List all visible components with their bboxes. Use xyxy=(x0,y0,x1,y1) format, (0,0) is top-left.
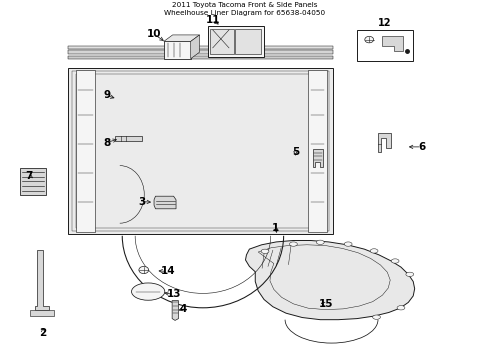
Polygon shape xyxy=(68,50,332,54)
Text: 7: 7 xyxy=(25,171,33,181)
Bar xyxy=(234,29,261,54)
Polygon shape xyxy=(382,36,403,51)
Polygon shape xyxy=(172,301,178,320)
Polygon shape xyxy=(68,46,332,49)
Polygon shape xyxy=(115,136,142,141)
Text: 14: 14 xyxy=(160,266,175,276)
Bar xyxy=(20,168,46,195)
Polygon shape xyxy=(163,35,199,41)
Polygon shape xyxy=(68,68,332,234)
Ellipse shape xyxy=(372,315,380,319)
Text: 4: 4 xyxy=(179,304,187,314)
Text: 2: 2 xyxy=(40,328,46,338)
Text: 6: 6 xyxy=(417,142,424,152)
Polygon shape xyxy=(30,310,54,316)
Ellipse shape xyxy=(139,266,148,274)
Ellipse shape xyxy=(369,249,377,253)
Text: 12: 12 xyxy=(378,18,391,28)
Ellipse shape xyxy=(344,242,351,246)
Bar xyxy=(207,26,264,57)
Polygon shape xyxy=(312,149,322,167)
Polygon shape xyxy=(68,56,332,59)
Text: 9: 9 xyxy=(103,90,110,100)
Text: 11: 11 xyxy=(205,15,220,25)
Text: 8: 8 xyxy=(103,138,110,148)
Bar xyxy=(356,30,412,61)
Text: 10: 10 xyxy=(146,29,161,39)
Text: 3: 3 xyxy=(138,197,145,207)
Bar xyxy=(210,29,233,54)
Polygon shape xyxy=(154,196,176,209)
Ellipse shape xyxy=(405,272,413,276)
Text: 1: 1 xyxy=(272,223,279,233)
Polygon shape xyxy=(377,133,390,152)
Ellipse shape xyxy=(364,36,373,43)
Text: 2011 Toyota Tacoma Front & Side Panels
Wheelhouse Liner Diagram for 65638-04050: 2011 Toyota Tacoma Front & Side Panels W… xyxy=(163,2,325,16)
Text: 5: 5 xyxy=(291,147,298,157)
Polygon shape xyxy=(307,70,326,232)
Ellipse shape xyxy=(316,240,324,244)
Text: 15: 15 xyxy=(318,299,332,309)
Bar xyxy=(163,41,190,59)
Polygon shape xyxy=(190,35,199,59)
Text: 13: 13 xyxy=(166,289,181,300)
Ellipse shape xyxy=(289,242,297,246)
Polygon shape xyxy=(245,240,414,320)
Ellipse shape xyxy=(390,259,398,263)
Polygon shape xyxy=(76,70,95,232)
Ellipse shape xyxy=(261,249,268,253)
Ellipse shape xyxy=(131,283,164,300)
Ellipse shape xyxy=(396,306,404,310)
Polygon shape xyxy=(35,250,49,310)
